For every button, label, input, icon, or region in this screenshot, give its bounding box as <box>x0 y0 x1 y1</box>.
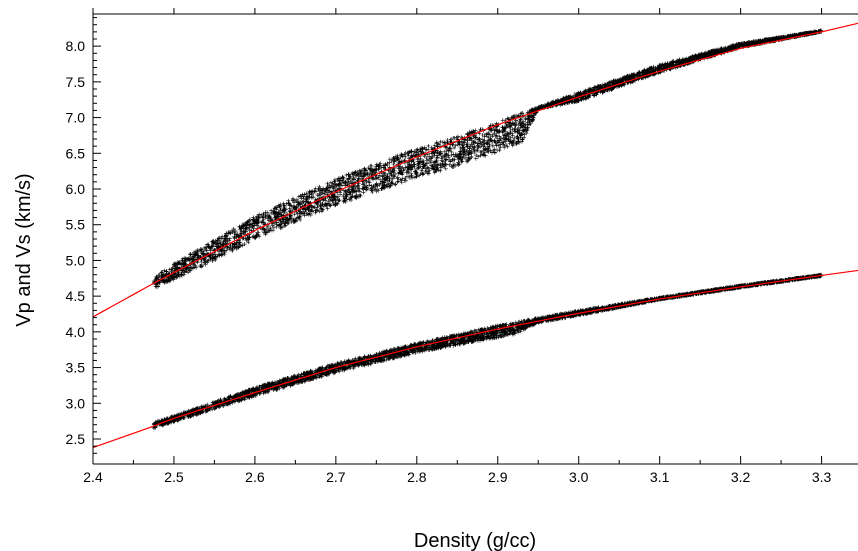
scatter-series-1 <box>151 28 824 289</box>
y-axis-title: Vp and Vs (km/s) <box>13 173 35 326</box>
fit-line-1 <box>92 22 858 318</box>
x-tick-label: 2.6 <box>245 469 265 485</box>
fit-lines-layer <box>92 22 858 449</box>
x-tick-label: 3.2 <box>731 469 751 485</box>
y-tick-label: 7.0 <box>66 110 86 126</box>
y-tick-label: 3.0 <box>66 395 86 411</box>
x-tick-label: 2.4 <box>83 469 103 485</box>
axes-layer: 2.4 2.5 2.6 2.7 2.8 2.9 3.0 3.1 3.2 3.3 2.5 3.0 3.5 4… <box>66 8 858 485</box>
y-tick-label: 4.5 <box>66 288 86 304</box>
y-tick-label: 2.5 <box>66 431 86 447</box>
y-tick-label: 6.5 <box>66 145 86 161</box>
x-axis-title: Density (g/cc) <box>414 530 536 551</box>
scatter-points <box>151 28 824 289</box>
x-tick-label: 3.3 <box>812 469 832 485</box>
x-tick-label: 2.7 <box>326 469 346 485</box>
y-tick-label: 6.0 <box>66 181 86 197</box>
x-tick-label: 3.0 <box>569 469 589 485</box>
y-tick-label: 5.5 <box>66 217 86 233</box>
y-tick-label: 8.0 <box>66 38 86 54</box>
x-tick-label: 2.5 <box>164 469 184 485</box>
x-tick-label: 3.1 <box>650 469 670 485</box>
fit-line-2 <box>92 269 858 449</box>
y-tick-label: 4.0 <box>66 324 86 340</box>
x-tick-label: 2.8 <box>407 469 427 485</box>
y-tick-label: 7.5 <box>66 74 86 90</box>
x-tick-label: 2.9 <box>488 469 508 485</box>
y-tick-label: 3.5 <box>66 360 86 376</box>
y-tick-label: 5.0 <box>66 252 86 268</box>
